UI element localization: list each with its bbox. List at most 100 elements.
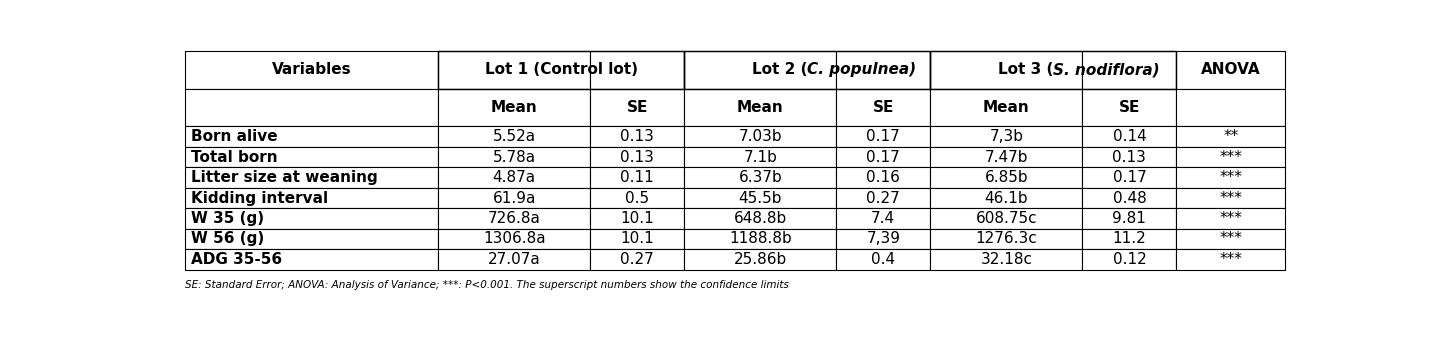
Text: Mean: Mean [982, 100, 1030, 115]
Text: ***: *** [1219, 211, 1242, 226]
Text: W 56 (g): W 56 (g) [192, 232, 265, 246]
Bar [185, 89, 439, 126]
Text: ***: *** [1219, 191, 1242, 206]
Bar [1083, 188, 1176, 208]
Bar [1176, 188, 1285, 208]
Text: 27.07a: 27.07a [488, 252, 541, 267]
Bar [439, 249, 591, 270]
Bar [684, 51, 836, 89]
Bar [439, 51, 591, 89]
Bar [439, 167, 591, 188]
Bar [1083, 126, 1176, 147]
Bar [185, 167, 439, 188]
Bar [1176, 126, 1285, 147]
Text: Mean: Mean [490, 100, 538, 115]
Bar [591, 147, 684, 167]
Text: 11.2: 11.2 [1113, 232, 1146, 246]
Text: 7.47b: 7.47b [985, 150, 1028, 165]
Text: 0.27: 0.27 [866, 191, 901, 206]
Bar [1176, 167, 1285, 188]
Bar [684, 167, 836, 188]
Text: ANOVA: ANOVA [1200, 62, 1260, 77]
Text: Litter size at weaning: Litter size at weaning [192, 170, 379, 185]
Text: **: ** [1223, 129, 1239, 144]
Bar [836, 188, 931, 208]
Bar [836, 51, 931, 89]
Text: 608.75c: 608.75c [975, 211, 1037, 226]
Text: S. nodiflora): S. nodiflora) [1054, 62, 1160, 77]
Text: SE: SE [1119, 100, 1140, 115]
Text: 0.16: 0.16 [866, 170, 901, 185]
Text: 5.52a: 5.52a [493, 129, 536, 144]
Bar [1176, 51, 1285, 89]
Bar [836, 126, 931, 147]
Bar [836, 89, 931, 126]
Text: 1276.3c: 1276.3c [975, 232, 1037, 246]
Text: Lot 3 (: Lot 3 ( [998, 62, 1054, 77]
Bar [1176, 229, 1285, 249]
Text: Lot 1 (Control lot): Lot 1 (Control lot) [485, 62, 638, 77]
Bar [1083, 167, 1176, 188]
Bar [591, 126, 684, 147]
Text: Total born: Total born [192, 150, 278, 165]
Text: Mean: Mean [737, 100, 783, 115]
Text: 0.13: 0.13 [621, 150, 654, 165]
Bar [591, 89, 684, 126]
Bar [185, 208, 439, 229]
Bar [1083, 51, 1176, 89]
Bar [931, 51, 1176, 89]
Bar [439, 51, 684, 89]
Text: 10.1: 10.1 [621, 232, 654, 246]
Text: 7.03b: 7.03b [739, 129, 782, 144]
Bar [931, 167, 1083, 188]
Bar [684, 126, 836, 147]
Text: Born alive: Born alive [192, 129, 278, 144]
Bar [185, 229, 439, 249]
Text: 0.14: 0.14 [1113, 129, 1146, 144]
Bar [931, 229, 1083, 249]
Text: SE: SE [873, 100, 893, 115]
Text: 7.1b: 7.1b [743, 150, 777, 165]
Text: 7.4: 7.4 [872, 211, 895, 226]
Bar [684, 147, 836, 167]
Text: 0.4: 0.4 [872, 252, 895, 267]
Text: 4.87a: 4.87a [493, 170, 536, 185]
Bar [684, 208, 836, 229]
Text: 5.78a: 5.78a [493, 150, 536, 165]
Bar [185, 249, 439, 270]
Bar [1176, 147, 1285, 167]
Bar [931, 188, 1083, 208]
Bar [185, 147, 439, 167]
Text: 0.11: 0.11 [621, 170, 654, 185]
Bar [591, 188, 684, 208]
Text: ***: *** [1219, 252, 1242, 267]
Bar [931, 147, 1083, 167]
Text: 6.85b: 6.85b [985, 170, 1028, 185]
Text: Variables: Variables [271, 62, 351, 77]
Text: ***: *** [1219, 170, 1242, 185]
Bar [836, 147, 931, 167]
Bar [684, 51, 931, 89]
Bar [591, 208, 684, 229]
Bar [185, 51, 439, 89]
Text: 0.12: 0.12 [1113, 252, 1146, 267]
Bar [439, 147, 591, 167]
Bar [1083, 249, 1176, 270]
Text: 0.27: 0.27 [621, 252, 654, 267]
Bar [1083, 208, 1176, 229]
Text: 7,39: 7,39 [866, 232, 901, 246]
Text: 1306.8a: 1306.8a [483, 232, 545, 246]
Text: SE: SE [627, 100, 648, 115]
Text: 0.17: 0.17 [866, 150, 901, 165]
Text: 0.17: 0.17 [866, 129, 901, 144]
Bar [836, 208, 931, 229]
Text: 0.5: 0.5 [625, 191, 650, 206]
Bar [1176, 208, 1285, 229]
Bar [185, 188, 439, 208]
Bar [1176, 249, 1285, 270]
Text: 10.1: 10.1 [621, 211, 654, 226]
Text: 1188.8b: 1188.8b [728, 232, 792, 246]
Text: 0.17: 0.17 [1113, 170, 1146, 185]
Text: ADG 35-56: ADG 35-56 [192, 252, 282, 267]
Text: W 35 (g): W 35 (g) [192, 211, 265, 226]
